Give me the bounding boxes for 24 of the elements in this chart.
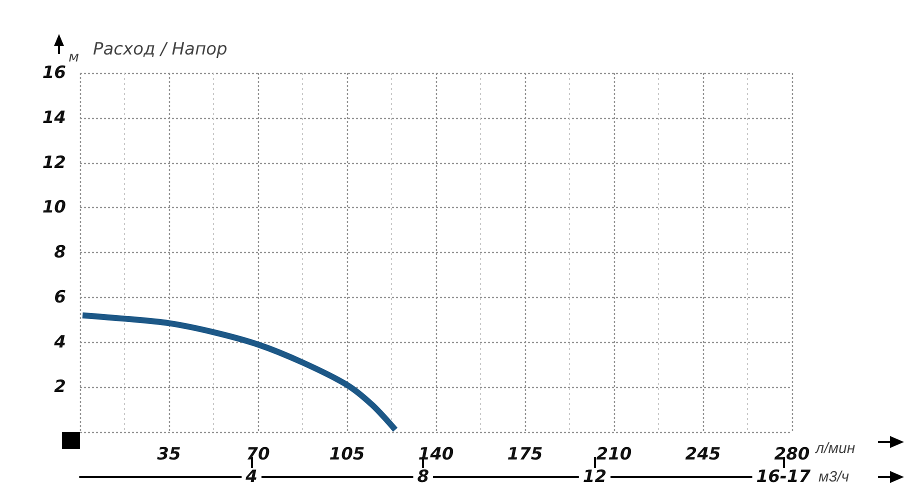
x2-tick-label: 16-17 bbox=[756, 467, 811, 487]
x-tick-label: 175 bbox=[507, 444, 543, 464]
chart-title: Расход / Напор bbox=[93, 40, 228, 60]
y-tick-label: 6 bbox=[54, 287, 66, 308]
x-tick-label: 210 bbox=[596, 444, 632, 464]
y-tick-label: 14 bbox=[42, 108, 66, 128]
x-tick-label: 105 bbox=[329, 444, 365, 464]
y-tick-label: 12 bbox=[42, 152, 66, 173]
x2-axis-title: м3/ч bbox=[818, 468, 850, 486]
x2-tick-label: 4 bbox=[244, 467, 258, 487]
x-tick-label: 245 bbox=[685, 444, 721, 464]
y-tick-label: 8 bbox=[54, 242, 66, 262]
x2-tick-label: 8 bbox=[417, 467, 430, 487]
y-tick-label: 4 bbox=[53, 332, 66, 352]
x-tick-label: 35 bbox=[157, 444, 181, 464]
y-tick-label: 16 bbox=[42, 63, 66, 83]
y-tick-label: 10 bbox=[42, 198, 66, 218]
x-tick-label: 70 bbox=[246, 444, 270, 464]
x-tick-label: 140 bbox=[418, 444, 454, 464]
x-axis-title: л/мин bbox=[814, 440, 856, 457]
y-tick-label: 2 bbox=[54, 377, 66, 398]
x2-tick-label: 12 bbox=[582, 467, 607, 487]
x-tick-label: 280 bbox=[774, 444, 810, 464]
y-axis-title: м bbox=[68, 50, 80, 66]
